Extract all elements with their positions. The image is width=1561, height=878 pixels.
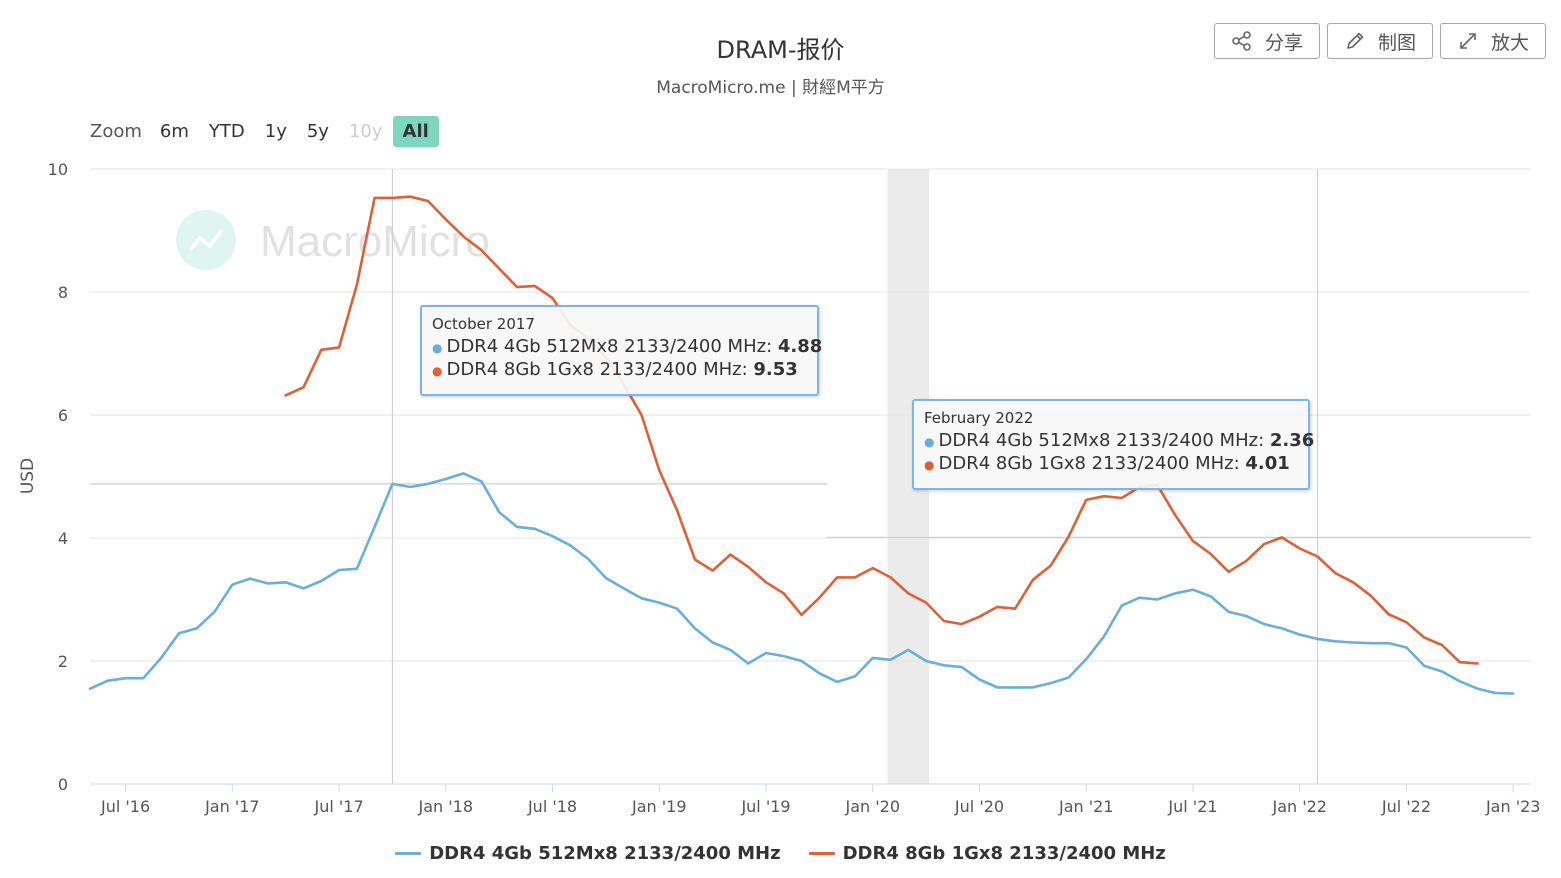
x-tick-label: Jul '22 xyxy=(1381,797,1431,816)
x-tick-label: Jan '22 xyxy=(1271,797,1327,816)
chart-title: DRAM-报价 xyxy=(716,36,845,64)
series-line-2 xyxy=(284,195,1479,665)
tooltip-row-series2: ● DDR4 8Gb 1Gx8 2133/2400 MHz: 4.01 xyxy=(924,453,1298,476)
legend-item-series1[interactable]: DDR4 4Gb 512Mx8 2133/2400 MHz xyxy=(395,843,781,864)
y-axis-title: USD xyxy=(18,458,38,494)
series1-dot-icon: ● xyxy=(432,341,443,355)
x-tick-label: Jul '16 xyxy=(100,797,150,816)
x-tick-label: Jul '20 xyxy=(954,797,1004,816)
expand-icon xyxy=(1460,33,1476,49)
tooltip-label: DDR4 8Gb 1Gx8 2133/2400 MHz: xyxy=(938,453,1246,474)
x-tick-label: Jan '21 xyxy=(1058,797,1114,816)
tooltip-label: DDR4 8Gb 1Gx8 2133/2400 MHz: xyxy=(446,359,754,380)
make-chart-label: 制图 xyxy=(1377,31,1416,54)
x-tick-label: Jan '19 xyxy=(631,797,687,816)
expand-button[interactable]: 放大 xyxy=(1440,23,1546,59)
y-tick-label: 2 xyxy=(58,652,68,671)
zoom-label: Zoom xyxy=(90,121,142,142)
tooltip-value: 4.88 xyxy=(777,336,823,357)
legend-label: DDR4 4Gb 512Mx8 2133/2400 MHz xyxy=(429,843,781,864)
chart-subtitle: MacroMicro.me | 財經M平方 xyxy=(656,78,885,98)
tooltip-label: DDR4 4Gb 512Mx8 2133/2400 MHz: xyxy=(446,336,778,357)
tooltip-october-2017: October 2017 ● DDR4 4Gb 512Mx8 2133/2400 … xyxy=(420,305,822,396)
x-tick-label: Jul '19 xyxy=(740,797,790,816)
series2-dot-icon: ● xyxy=(432,364,443,378)
x-tick-label: Jul '18 xyxy=(527,797,577,816)
series1-dot-icon: ● xyxy=(924,435,935,449)
x-tick-label: Jan '17 xyxy=(204,797,260,816)
y-tick-label: 4 xyxy=(58,529,68,548)
legend-item-series2[interactable]: DDR4 8Gb 1Gx8 2133/2400 MHz xyxy=(808,843,1166,864)
y-tick-label: 0 xyxy=(58,775,68,794)
x-tick-label: Jul '17 xyxy=(313,797,363,816)
legend-swatch xyxy=(395,852,422,855)
y-tick-label: 10 xyxy=(48,160,68,179)
zoom-ytd-button[interactable]: YTD xyxy=(208,121,245,142)
y-tick-label: 6 xyxy=(58,406,68,425)
chart-legend: DDR4 4Gb 512Mx8 2133/2400 MHz DDR4 8Gb 1… xyxy=(0,843,1561,864)
share-button[interactable]: 分享 xyxy=(1214,23,1320,59)
x-tick-label: Jan '18 xyxy=(418,797,474,816)
zoom-all-button[interactable]: All xyxy=(392,116,439,147)
series2-dot-icon: ● xyxy=(924,458,935,472)
tooltip-value: 2.36 xyxy=(1269,430,1315,451)
tooltip-february-2022: February 2022 ● DDR4 4Gb 512Mx8 2133/2400… xyxy=(912,399,1314,490)
watermark: MacroMicro xyxy=(176,210,490,270)
zoom-6m-button[interactable]: 6m xyxy=(159,121,189,142)
tooltip-value: 4.01 xyxy=(1245,453,1290,474)
tooltip-value: 9.53 xyxy=(753,359,798,380)
zoom-10y-button[interactable]: 10y xyxy=(348,121,383,142)
expand-label: 放大 xyxy=(1490,31,1529,54)
zoom-selector: Zoom 6m YTD 1y 5y 10y All xyxy=(90,116,439,147)
tooltip-row-series1: ● DDR4 4Gb 512Mx8 2133/2400 MHz: 2.36 xyxy=(924,430,1314,453)
x-tick-label: Jan '20 xyxy=(845,797,901,816)
tooltip-date: October 2017 xyxy=(432,315,535,333)
x-tick-label: Jan '23 xyxy=(1485,797,1541,816)
macromicro-logo-icon xyxy=(176,210,236,270)
watermark-text: MacroMicro xyxy=(260,217,490,266)
share-label: 分享 xyxy=(1264,31,1303,54)
share-icon xyxy=(1232,31,1251,51)
zoom-5y-button[interactable]: 5y xyxy=(306,121,329,142)
y-tick-label: 8 xyxy=(58,283,68,302)
legend-swatch xyxy=(808,852,835,855)
make-chart-button[interactable]: 制图 xyxy=(1327,23,1433,59)
pencil-icon xyxy=(1347,32,1364,49)
legend-label: DDR4 8Gb 1Gx8 2133/2400 MHz xyxy=(842,843,1166,864)
tooltip-date: February 2022 xyxy=(924,409,1034,427)
x-tick-label: Jul '21 xyxy=(1167,797,1217,816)
tooltip-label: DDR4 4Gb 512Mx8 2133/2400 MHz: xyxy=(938,430,1270,451)
tooltip-row-series2: ● DDR4 8Gb 1Gx8 2133/2400 MHz: 9.53 xyxy=(432,359,807,382)
zoom-1y-button[interactable]: 1y xyxy=(264,121,287,142)
tooltip-row-series1: ● DDR4 4Gb 512Mx8 2133/2400 MHz: 4.88 xyxy=(432,336,822,359)
